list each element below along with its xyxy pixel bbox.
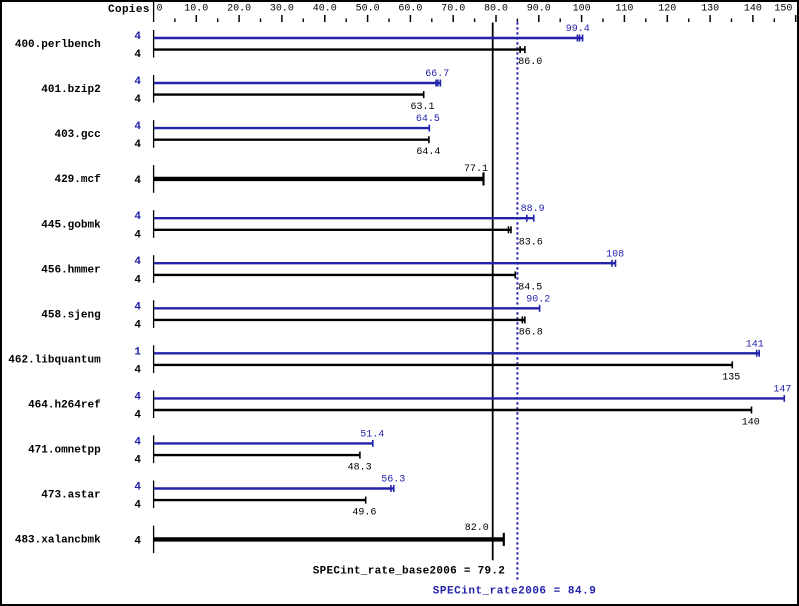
svg-text:10.0: 10.0 <box>184 4 208 15</box>
svg-text:77.1: 77.1 <box>464 164 488 175</box>
svg-text:82.0: 82.0 <box>465 523 489 534</box>
svg-text:458.sjeng: 458.sjeng <box>41 309 100 321</box>
svg-text:141: 141 <box>746 339 764 350</box>
svg-text:4: 4 <box>134 31 141 43</box>
svg-text:4: 4 <box>134 229 141 241</box>
svg-text:4: 4 <box>134 410 141 422</box>
svg-text:SPECint_rate_base2006 = 79.2: SPECint_rate_base2006 = 79.2 <box>313 566 505 578</box>
svg-text:403.gcc: 403.gcc <box>54 129 100 141</box>
svg-text:86.0: 86.0 <box>518 57 542 68</box>
svg-text:464.h264ref: 464.h264ref <box>28 400 101 412</box>
svg-text:66.7: 66.7 <box>425 69 449 80</box>
svg-text:70.0: 70.0 <box>441 4 465 15</box>
svg-text:4: 4 <box>134 535 141 547</box>
svg-text:51.4: 51.4 <box>360 430 384 441</box>
svg-text:80.0: 80.0 <box>484 4 508 15</box>
svg-text:471.omnetpp: 471.omnetpp <box>28 445 101 457</box>
svg-text:150: 150 <box>774 4 792 15</box>
svg-text:64.4: 64.4 <box>416 147 440 158</box>
svg-text:130: 130 <box>701 4 719 15</box>
svg-text:4: 4 <box>134 391 141 403</box>
svg-text:4: 4 <box>134 319 141 331</box>
svg-text:429.mcf: 429.mcf <box>54 174 101 186</box>
svg-text:84.5: 84.5 <box>518 282 542 293</box>
svg-text:50.0: 50.0 <box>356 4 380 15</box>
svg-text:4: 4 <box>134 211 141 223</box>
svg-text:483.xalancbmk: 483.xalancbmk <box>15 535 101 547</box>
svg-text:140: 140 <box>744 4 762 15</box>
svg-text:4: 4 <box>134 49 141 61</box>
svg-text:60.0: 60.0 <box>398 4 422 15</box>
svg-text:108: 108 <box>606 249 624 260</box>
svg-text:4: 4 <box>134 121 141 133</box>
svg-text:1: 1 <box>134 346 141 358</box>
svg-text:4: 4 <box>134 364 141 376</box>
svg-text:100: 100 <box>573 4 591 15</box>
svg-text:140: 140 <box>742 418 760 429</box>
svg-text:40.0: 40.0 <box>313 4 337 15</box>
svg-text:462.libquantum: 462.libquantum <box>8 354 101 366</box>
svg-text:4: 4 <box>134 500 141 512</box>
svg-text:401.bzip2: 401.bzip2 <box>41 84 100 96</box>
svg-text:SPECint_rate2006 = 84.9: SPECint_rate2006 = 84.9 <box>433 586 596 598</box>
svg-text:99.4: 99.4 <box>566 24 590 35</box>
svg-text:4: 4 <box>134 139 141 151</box>
svg-text:0: 0 <box>157 4 163 15</box>
svg-text:49.6: 49.6 <box>352 508 376 519</box>
svg-text:400.perlbench: 400.perlbench <box>15 39 101 51</box>
svg-text:48.3: 48.3 <box>348 463 372 474</box>
svg-text:4: 4 <box>134 256 141 268</box>
svg-text:445.gobmk: 445.gobmk <box>41 219 101 231</box>
svg-text:90.0: 90.0 <box>527 4 551 15</box>
svg-text:64.5: 64.5 <box>416 114 440 125</box>
svg-text:135: 135 <box>722 373 740 384</box>
svg-text:63.1: 63.1 <box>410 102 434 113</box>
svg-text:4: 4 <box>134 274 141 286</box>
svg-text:86.8: 86.8 <box>519 327 543 338</box>
svg-text:4: 4 <box>134 482 141 494</box>
svg-text:120: 120 <box>658 4 676 15</box>
svg-text:456.hmmer: 456.hmmer <box>41 264 100 276</box>
svg-text:90.2: 90.2 <box>526 294 550 305</box>
svg-text:4: 4 <box>134 175 141 187</box>
svg-text:20.0: 20.0 <box>227 4 251 15</box>
svg-text:88.9: 88.9 <box>521 204 545 215</box>
svg-text:473.astar: 473.astar <box>41 490 100 502</box>
svg-text:4: 4 <box>134 301 141 313</box>
svg-text:4: 4 <box>134 76 141 88</box>
svg-text:147: 147 <box>773 384 791 395</box>
svg-text:83.6: 83.6 <box>519 237 543 248</box>
svg-text:30.0: 30.0 <box>270 4 294 15</box>
svg-text:Copies: Copies <box>108 4 150 16</box>
svg-text:110: 110 <box>615 4 633 15</box>
svg-text:4: 4 <box>134 94 141 106</box>
svg-text:4: 4 <box>134 436 141 448</box>
svg-text:4: 4 <box>134 455 141 467</box>
svg-text:56.3: 56.3 <box>381 475 405 486</box>
